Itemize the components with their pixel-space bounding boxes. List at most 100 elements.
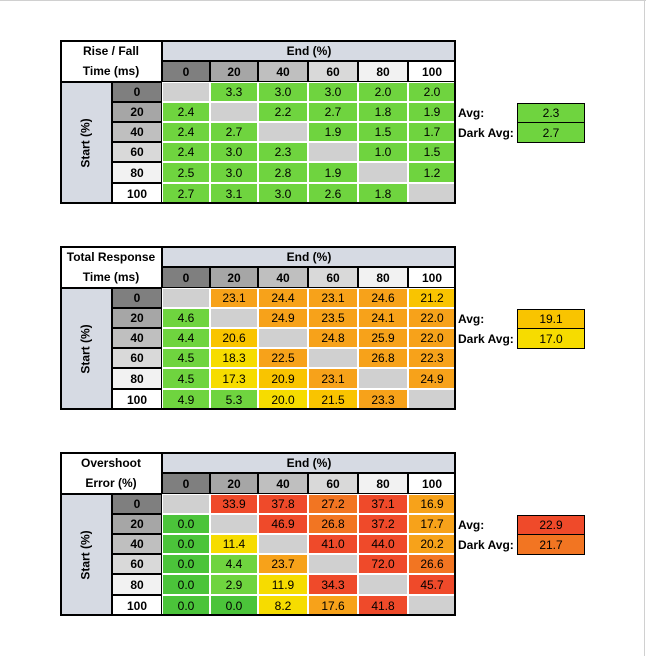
end-level-header: 20	[210, 61, 258, 82]
value-cell: 46.9	[258, 514, 308, 534]
value-cell: 20.0	[258, 389, 308, 410]
value-cell: 41.0	[308, 534, 358, 554]
value-cell: 24.4	[258, 288, 308, 308]
frame-right-border	[644, 0, 645, 656]
table-title: Overshoot Error (%)	[60, 452, 162, 494]
dark-avg-label: Dark Avg:	[458, 538, 514, 552]
end-level-header: 40	[258, 473, 308, 494]
end-level-header: 100	[408, 61, 456, 82]
diagonal-cell	[408, 183, 456, 204]
end-level-header: 20	[210, 267, 258, 288]
diagonal-cell	[308, 554, 358, 574]
diagonal-cell	[358, 368, 408, 389]
value-cell: 0.0	[162, 554, 210, 574]
dark-avg-value: 21.7	[517, 535, 585, 555]
end-level-header: 40	[258, 267, 308, 288]
table-title: Rise / Fall Time (ms)	[60, 40, 162, 82]
rise-fall-time-table: Rise / Fall Time (ms) End (%) 0 20 40 60 80 100 S…	[60, 40, 640, 206]
value-cell: 1.9	[308, 162, 358, 183]
diagonal-cell	[308, 348, 358, 368]
value-cell: 20.9	[258, 368, 308, 389]
start-level-header: 20	[112, 308, 162, 328]
end-level-header: 60	[308, 61, 358, 82]
avg-value: 22.9	[517, 515, 585, 535]
end-axis-header: End (%)	[162, 452, 456, 473]
diagonal-cell	[162, 82, 210, 102]
start-axis-header: Start (%)	[60, 494, 112, 616]
diagonal-cell	[358, 574, 408, 595]
start-level-header: 0	[112, 288, 162, 308]
value-cell: 22.0	[408, 328, 456, 348]
diagonal-cell	[258, 328, 308, 348]
end-level-header: 0	[162, 267, 210, 288]
value-cell: 4.9	[162, 389, 210, 410]
end-level-header: 80	[358, 61, 408, 82]
value-cell: 21.5	[308, 389, 358, 410]
dark-avg-value: 17.0	[517, 329, 585, 349]
table-title-line2: Error (%)	[85, 476, 137, 490]
value-cell: 24.9	[408, 368, 456, 389]
value-cell: 4.5	[162, 368, 210, 389]
value-cell: 2.0	[358, 82, 408, 102]
value-cell: 16.9	[408, 494, 456, 514]
value-cell: 22.3	[408, 348, 456, 368]
start-axis-label: Start (%)	[79, 324, 93, 374]
value-cell: 2.0	[408, 82, 456, 102]
value-cell: 34.3	[308, 574, 358, 595]
value-cell: 22.0	[408, 308, 456, 328]
end-level-header: 60	[308, 267, 358, 288]
value-cell: 11.4	[210, 534, 258, 554]
value-cell: 37.8	[258, 494, 308, 514]
value-cell: 22.5	[258, 348, 308, 368]
diagonal-cell	[162, 494, 210, 514]
end-level-header: 100	[408, 267, 456, 288]
start-level-header: 40	[112, 328, 162, 348]
value-cell: 23.1	[308, 368, 358, 389]
value-cell: 24.8	[308, 328, 358, 348]
avg-value: 19.1	[517, 309, 585, 329]
table-title-line2: Time (ms)	[82, 270, 140, 284]
value-cell: 2.5	[162, 162, 210, 183]
value-cell: 18.3	[210, 348, 258, 368]
avg-value: 2.3	[517, 103, 585, 123]
value-cell: 17.6	[308, 595, 358, 616]
value-cell: 23.5	[308, 308, 358, 328]
value-cell: 1.5	[358, 122, 408, 142]
value-cell: 2.7	[210, 122, 258, 142]
value-cell: 20.2	[408, 534, 456, 554]
value-cell: 2.4	[162, 142, 210, 162]
value-cell: 37.2	[358, 514, 408, 534]
value-cell: 2.6	[308, 183, 358, 204]
value-cell: 4.4	[162, 328, 210, 348]
value-cell: 2.9	[210, 574, 258, 595]
end-level-header: 60	[308, 473, 358, 494]
value-cell: 0.0	[162, 534, 210, 554]
table-title-line1: Overshoot	[80, 456, 141, 470]
end-level-header: 40	[258, 61, 308, 82]
start-level-header: 20	[112, 514, 162, 534]
value-cell: 26.6	[408, 554, 456, 574]
value-cell: 1.8	[358, 102, 408, 122]
value-cell: 17.7	[408, 514, 456, 534]
diagonal-cell	[408, 595, 456, 616]
value-cell: 0.0	[210, 595, 258, 616]
value-cell: 33.9	[210, 494, 258, 514]
value-cell: 5.3	[210, 389, 258, 410]
value-cell: 0.0	[162, 595, 210, 616]
value-cell: 2.7	[162, 183, 210, 204]
value-cell: 3.1	[210, 183, 258, 204]
value-cell: 25.9	[358, 328, 408, 348]
avg-label: Avg:	[458, 106, 485, 120]
value-cell: 3.0	[210, 162, 258, 183]
value-cell: 24.6	[358, 288, 408, 308]
start-level-header: 60	[112, 142, 162, 162]
value-cell: 72.0	[358, 554, 408, 574]
diagonal-cell	[210, 102, 258, 122]
value-cell: 24.9	[258, 308, 308, 328]
value-cell: 3.3	[210, 82, 258, 102]
avg-label: Avg:	[458, 518, 485, 532]
value-cell: 3.0	[258, 183, 308, 204]
diagonal-cell	[210, 308, 258, 328]
frame-top-border	[0, 0, 646, 1]
start-level-header: 80	[112, 162, 162, 183]
